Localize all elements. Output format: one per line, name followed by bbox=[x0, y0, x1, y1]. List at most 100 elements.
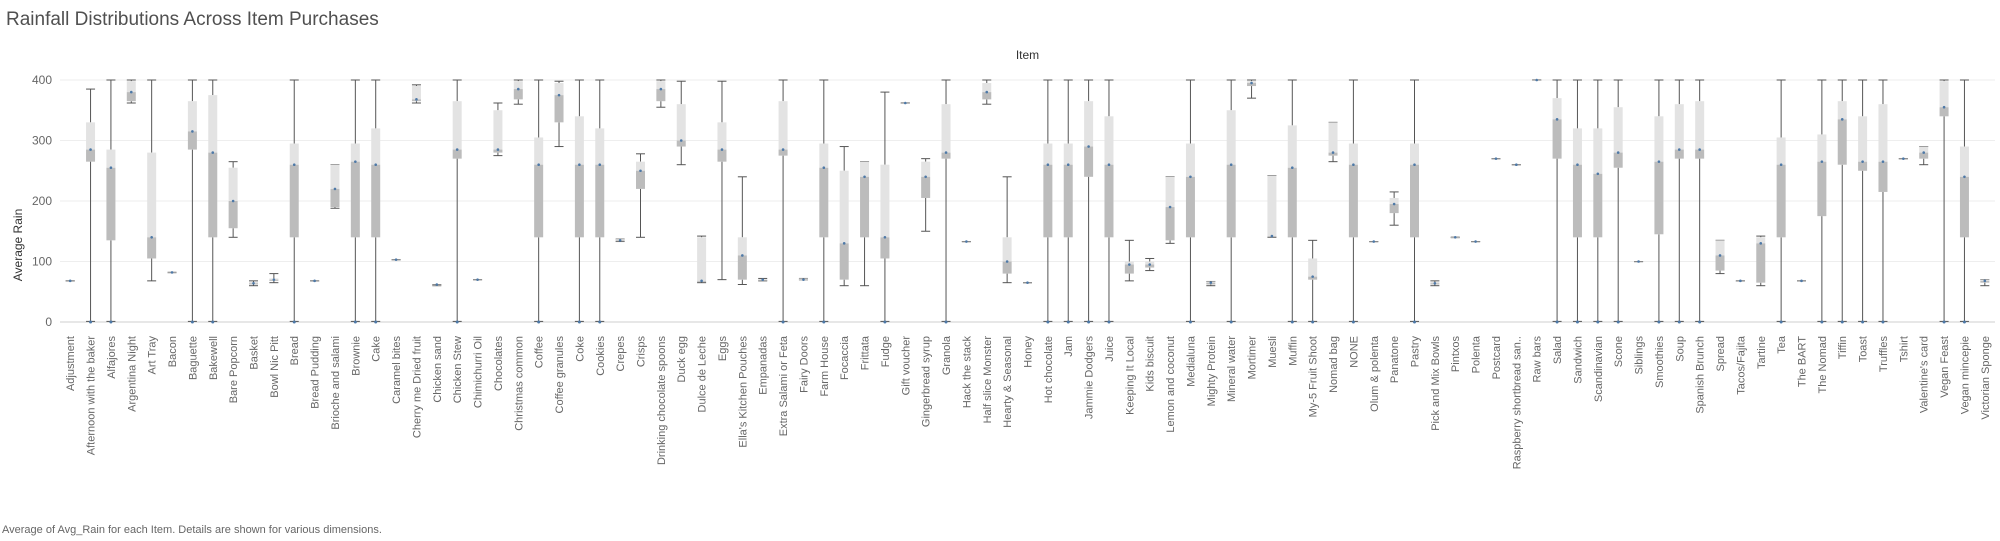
box-upper bbox=[676, 104, 686, 141]
category-label: The BART bbox=[1797, 336, 1809, 387]
box-lower bbox=[717, 149, 727, 162]
box-lower bbox=[1389, 204, 1399, 214]
category-label: Coke bbox=[574, 336, 586, 362]
box-77 bbox=[1634, 260, 1644, 263]
median-dot bbox=[252, 281, 255, 285]
box-21 bbox=[493, 102, 503, 157]
median-dot bbox=[1209, 281, 1213, 284]
median-dot bbox=[1453, 236, 1457, 239]
box-60 bbox=[1287, 79, 1297, 324]
median-dot bbox=[700, 279, 703, 283]
outlier-dot bbox=[598, 320, 602, 324]
box-lower bbox=[187, 131, 197, 150]
category-label: Sandwich bbox=[1572, 336, 1584, 384]
outlier-dot bbox=[1311, 320, 1315, 324]
median-dot bbox=[1229, 163, 1233, 166]
outlier-dot bbox=[781, 320, 785, 324]
median-dot bbox=[924, 175, 927, 179]
category-label: Muesli bbox=[1267, 336, 1279, 368]
median-dot bbox=[1494, 157, 1498, 160]
category-label: Brownie bbox=[350, 336, 362, 376]
box-upper bbox=[1552, 98, 1562, 120]
box-upper bbox=[574, 116, 584, 165]
median-dot bbox=[1515, 163, 1518, 166]
box-lower bbox=[1858, 161, 1868, 171]
box-lower bbox=[636, 170, 645, 189]
median-dot bbox=[1739, 279, 1742, 283]
box-lower bbox=[126, 92, 136, 102]
median-dot bbox=[1657, 160, 1661, 163]
median-dot bbox=[1942, 105, 1946, 109]
category-label: Kids biscuit bbox=[1145, 336, 1157, 392]
category-label: Ella's Kitchen Pouches bbox=[737, 336, 749, 448]
category-label: Chocolates bbox=[493, 336, 505, 392]
box-upper bbox=[350, 143, 360, 162]
box-lower bbox=[1715, 255, 1725, 271]
median-dot bbox=[1596, 172, 1600, 176]
box-lower bbox=[1776, 164, 1786, 238]
median-dot bbox=[1555, 118, 1559, 121]
category-label: Tea bbox=[1776, 335, 1788, 354]
box-80 bbox=[1695, 79, 1705, 324]
box-lower bbox=[513, 89, 523, 100]
outlier-dot bbox=[577, 320, 581, 324]
box-93 bbox=[1959, 79, 1969, 324]
box-upper bbox=[880, 164, 890, 238]
outlier-dot bbox=[1820, 320, 1824, 324]
box-upper bbox=[147, 152, 157, 238]
median-dot bbox=[374, 163, 378, 166]
median-dot bbox=[679, 139, 683, 142]
category-label: Olum & polenta bbox=[1369, 335, 1381, 412]
category-label: Pastry bbox=[1410, 336, 1422, 368]
category-label: Pick and Mix Bowls bbox=[1430, 336, 1442, 431]
category-label: Raw bars bbox=[1532, 336, 1544, 383]
box-upper bbox=[1919, 146, 1929, 153]
median-dot bbox=[842, 242, 846, 245]
box-upper bbox=[1267, 175, 1277, 237]
median-dot bbox=[1800, 279, 1803, 283]
box-lower bbox=[1348, 164, 1358, 238]
box-lower bbox=[1145, 264, 1155, 268]
box-upper bbox=[697, 237, 707, 281]
box-lower bbox=[921, 176, 931, 198]
box-upper bbox=[982, 83, 992, 93]
median-dot bbox=[598, 163, 602, 166]
box-lower bbox=[452, 149, 462, 159]
box-lower bbox=[1226, 164, 1236, 238]
box-2 bbox=[106, 79, 116, 324]
box-lower bbox=[656, 89, 666, 102]
box-upper bbox=[1410, 143, 1419, 165]
category-label: Baguette bbox=[187, 336, 199, 380]
box-upper bbox=[208, 95, 218, 153]
box-lower bbox=[1552, 119, 1562, 159]
category-label: Bread bbox=[289, 336, 301, 365]
median-dot bbox=[1637, 260, 1640, 263]
box-52 bbox=[1124, 239, 1134, 282]
category-label: Farm House bbox=[819, 336, 831, 397]
median-dot bbox=[944, 151, 948, 154]
box-upper bbox=[1776, 137, 1786, 165]
outlier-dot bbox=[1779, 320, 1783, 324]
median-dot bbox=[965, 240, 968, 243]
category-label: Siblings bbox=[1634, 336, 1646, 375]
box-62 bbox=[1328, 121, 1338, 163]
box-30 bbox=[676, 80, 686, 166]
box-11 bbox=[289, 79, 299, 324]
box-upper bbox=[1043, 143, 1053, 165]
box-upper bbox=[1817, 134, 1827, 162]
box-lower bbox=[1939, 107, 1949, 117]
median-dot bbox=[578, 163, 581, 166]
box-73 bbox=[1552, 79, 1562, 324]
box-lower bbox=[1695, 149, 1705, 159]
category-label: Mortimer bbox=[1247, 336, 1259, 380]
box-75 bbox=[1593, 79, 1603, 324]
box-16 bbox=[391, 258, 401, 261]
category-label: Drinking chocolate spoons bbox=[656, 336, 668, 466]
box-lower bbox=[1919, 152, 1929, 159]
category-label: Polenta bbox=[1471, 335, 1483, 373]
outlier-dot bbox=[1657, 320, 1661, 324]
category-label: Nomad bag bbox=[1328, 336, 1340, 393]
category-label: The Nomad bbox=[1817, 336, 1829, 393]
box-upper bbox=[778, 101, 788, 150]
median-dot bbox=[1250, 81, 1253, 85]
